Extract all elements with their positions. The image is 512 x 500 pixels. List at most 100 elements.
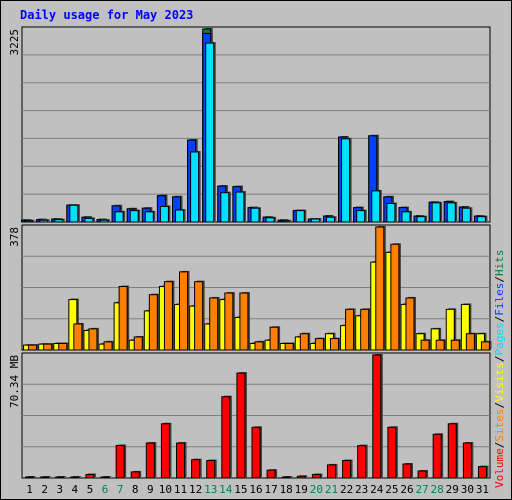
bar-visits-day-30 [460, 303, 470, 351]
chart-legend: Volume/Sites/Visits/Pages/Files/Hits [493, 250, 506, 489]
x-axis-ticks: 1 2 3 4 5 6 7 8 9 10 11 12 13 14 15 16 17 18 19 20 21 22 23 24 2… [26, 483, 489, 496]
bar-volume-day-27 [417, 470, 427, 479]
bar-pages-day-22 [341, 138, 351, 223]
bar-sites-day-5 [88, 328, 98, 351]
bar-volume-day-25 [387, 426, 397, 479]
bar-sites-day-11 [179, 271, 189, 351]
x-tick-label: 17 [264, 483, 277, 496]
bar-volume-day-8 [130, 471, 140, 479]
bar-pages-day-20 [310, 218, 320, 223]
bar-volume-day-6 [100, 476, 110, 479]
x-tick-label: 25 [385, 483, 398, 496]
bar-volume-day-31 [477, 466, 487, 479]
legend-separator: / [493, 402, 506, 409]
bar-sites-day-30 [465, 333, 475, 351]
bar-volume-day-2 [40, 476, 50, 479]
bar-sites-day-31 [480, 341, 490, 351]
x-tick-label: 24 [370, 483, 384, 496]
bar-volume-day-10 [160, 423, 170, 479]
x-tick-label: 18 [280, 483, 293, 496]
panel-frame [21, 26, 491, 223]
legend-sites: Sites [493, 409, 506, 442]
x-tick-label: 26 [400, 483, 413, 496]
bar-volume-day-21 [326, 464, 336, 479]
x-tick-label: 8 [132, 483, 139, 496]
bar-sites-day-13 [209, 297, 219, 351]
x-tick-label: 13 [204, 483, 217, 496]
bar-volume-day-23 [357, 445, 367, 479]
legend-files: Files [493, 283, 506, 316]
bar-sites-day-16 [254, 341, 264, 351]
bar-sites-day-22 [345, 308, 355, 351]
bar-volume-day-28 [432, 433, 442, 479]
legend-pages: Pages [493, 322, 506, 355]
bar-sites-day-6 [103, 341, 113, 351]
bar-volume-day-5 [85, 474, 95, 479]
bar-pages-day-3 [54, 219, 64, 223]
bar-visits-day-29 [445, 308, 455, 351]
bar-pages-day-11 [175, 209, 185, 223]
bar-volume-day-9 [145, 442, 155, 479]
x-tick-label: 30 [461, 483, 474, 496]
bar-sites-day-28 [435, 339, 445, 351]
bar-pages-day-10 [159, 205, 169, 223]
bar-sites-day-23 [360, 308, 370, 351]
bar-volume-day-11 [176, 442, 186, 479]
bar-pages-day-14 [220, 192, 230, 223]
y-max-label: 3225 [8, 29, 21, 56]
x-tick-label: 5 [87, 483, 94, 496]
x-tick-label: 28 [431, 483, 444, 496]
bar-pages-day-31 [476, 216, 486, 223]
x-tick-label: 4 [72, 483, 79, 496]
bar-pages-day-24 [371, 190, 381, 223]
bar-pages-day-30 [461, 207, 471, 223]
bar-volume-day-16 [251, 426, 261, 479]
legend-separator: / [493, 356, 506, 363]
bar-sites-day-3 [58, 342, 68, 351]
bar-volume-day-17 [266, 469, 276, 479]
legend-separator: / [493, 316, 506, 323]
bar-volume-day-22 [342, 460, 352, 479]
bar-sites-day-29 [450, 339, 460, 351]
bar-sites-day-2 [43, 343, 53, 351]
bar-volume-day-20 [311, 474, 321, 479]
panel-visits-sites: 378 [8, 224, 492, 351]
bar-sites-day-19 [299, 333, 309, 351]
bar-pages-day-27 [416, 216, 426, 223]
bar-volume-day-12 [191, 459, 201, 479]
bar-pages-day-9 [144, 211, 154, 223]
x-tick-label: 3 [56, 483, 63, 496]
bar-pages-day-29 [446, 202, 456, 223]
x-tick-label: 10 [159, 483, 172, 496]
bar-pages-day-13 [205, 42, 215, 223]
legend-separator: / [493, 442, 506, 449]
bar-volume-day-18 [281, 476, 291, 479]
bar-sites-day-21 [329, 338, 339, 351]
bar-sites-day-24 [375, 226, 385, 351]
legend-visits: Visits [493, 362, 506, 402]
bar-volume-day-30 [462, 442, 472, 479]
bar-sites-day-17 [269, 326, 279, 351]
bar-volume-day-4 [70, 476, 80, 479]
x-tick-label: 27 [415, 483, 428, 496]
bar-pages-day-15 [235, 191, 245, 223]
panel-hits-files-pages: 3225 [8, 26, 491, 223]
bar-pages-day-23 [356, 210, 366, 223]
x-tick-label: 21 [325, 483, 338, 496]
panel-volume: 70.34 MB [8, 352, 491, 479]
bar-volume-day-3 [55, 476, 65, 479]
bar-sites-day-9 [148, 294, 158, 351]
x-tick-label: 2 [41, 483, 48, 496]
chart-panels: 3225 378 70.34 MB [8, 26, 492, 479]
bar-volume-day-14 [221, 396, 231, 479]
chart-title: Daily usage for May 2023 [20, 8, 193, 22]
bar-volume-day-15 [236, 372, 246, 479]
bar-volume-day-29 [447, 423, 457, 479]
bar-sites-day-1 [28, 344, 38, 351]
bar-sites-day-12 [194, 281, 204, 351]
bar-pages-day-25 [386, 202, 396, 223]
x-tick-label: 11 [174, 483, 187, 496]
x-tick-label: 14 [219, 483, 233, 496]
bar-sites-day-25 [390, 243, 400, 351]
x-tick-label: 12 [189, 483, 202, 496]
